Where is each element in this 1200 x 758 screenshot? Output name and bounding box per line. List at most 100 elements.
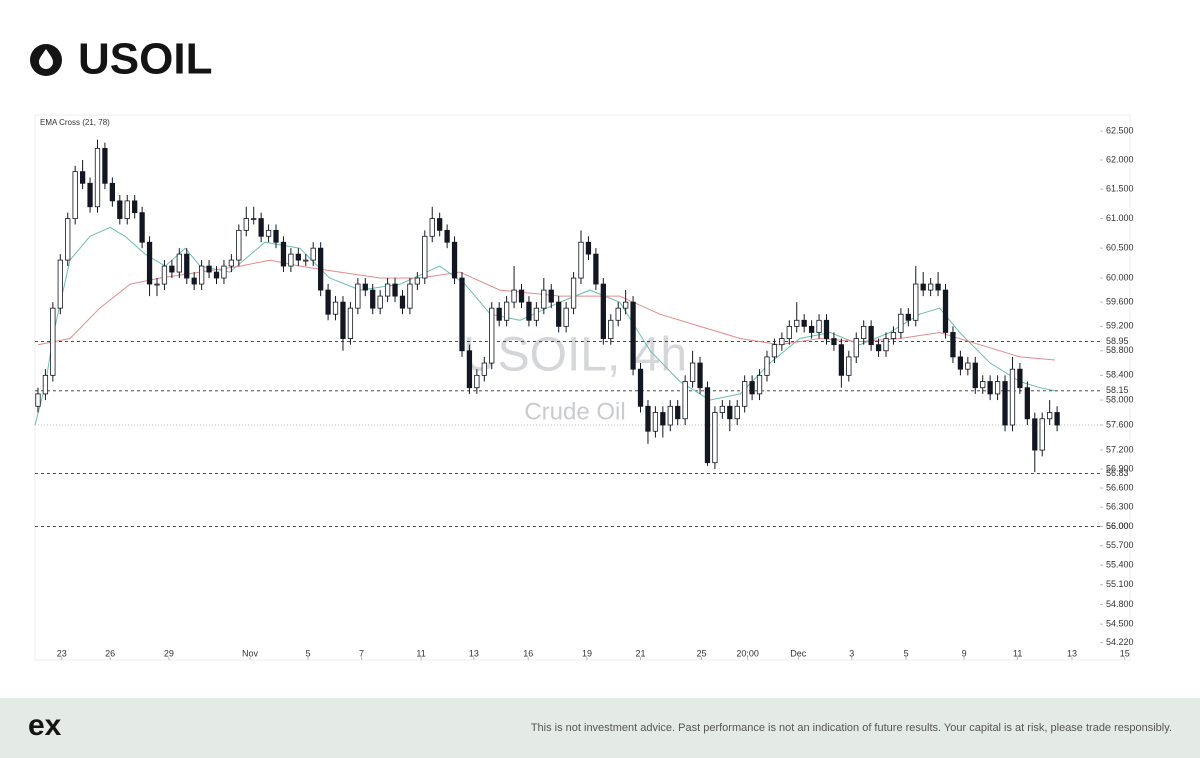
y-tick-label: 57.600 bbox=[1106, 419, 1134, 429]
candle-body bbox=[987, 381, 993, 395]
candle-body bbox=[816, 319, 822, 333]
candle-body bbox=[243, 218, 249, 231]
indicator-label: EMA Cross (21, 78) bbox=[40, 118, 110, 127]
candle-body bbox=[355, 283, 361, 309]
x-tick-label: 29 bbox=[164, 648, 174, 658]
candle-body bbox=[57, 259, 63, 309]
candle-body bbox=[429, 218, 435, 237]
candle-body bbox=[838, 344, 845, 376]
candle-body bbox=[756, 374, 763, 395]
candle-body bbox=[459, 277, 465, 352]
candle-body bbox=[518, 289, 525, 303]
y-tick-label: 58.000 bbox=[1106, 394, 1134, 404]
candle-body bbox=[563, 307, 569, 327]
candle-body bbox=[265, 229, 272, 237]
disclaimer: This is not investment advice. Past perf… bbox=[531, 722, 1172, 734]
candle-body bbox=[675, 405, 681, 420]
candle-body bbox=[667, 405, 673, 426]
candle-body bbox=[868, 325, 874, 346]
candle-body bbox=[875, 344, 882, 352]
y-tick-label: 55.100 bbox=[1106, 579, 1134, 589]
x-tick-label: Nov bbox=[242, 648, 259, 658]
x-tick-label: 19 bbox=[582, 648, 592, 658]
candle-body bbox=[503, 301, 510, 321]
candle-body bbox=[198, 265, 205, 285]
y-tick-label: 55.400 bbox=[1106, 560, 1134, 570]
candle-body bbox=[1017, 368, 1023, 389]
candle-body bbox=[94, 148, 101, 208]
candle-body bbox=[437, 218, 443, 231]
candle-body bbox=[273, 229, 279, 243]
y-tick-label: 56.600 bbox=[1106, 482, 1134, 492]
candle-body bbox=[87, 182, 93, 208]
candle-body bbox=[727, 405, 733, 420]
candle-body bbox=[102, 148, 108, 184]
candle-body bbox=[154, 283, 160, 286]
watermark-symbol: USOIL, 4h bbox=[463, 329, 687, 382]
candle-body bbox=[548, 289, 554, 303]
y-tick-label: 56.000 bbox=[1106, 521, 1134, 531]
x-tick-label: 11 bbox=[416, 648, 425, 658]
candle-body bbox=[213, 271, 220, 279]
candle-body bbox=[712, 412, 718, 464]
candle-body bbox=[928, 283, 934, 291]
x-tick-label: 5 bbox=[904, 648, 909, 658]
candle-body bbox=[630, 301, 636, 370]
y-tick-label: 61.500 bbox=[1106, 184, 1134, 194]
candle-body bbox=[117, 200, 123, 219]
candle-body bbox=[689, 362, 696, 382]
x-tick-label: 7 bbox=[359, 648, 364, 658]
x-tick-label: 26 bbox=[105, 648, 115, 658]
candle-body bbox=[42, 374, 49, 395]
candle-body bbox=[466, 350, 473, 389]
candle-body bbox=[251, 218, 257, 220]
candle-body bbox=[280, 241, 287, 267]
x-tick-label: 23 bbox=[57, 648, 67, 658]
candle-body bbox=[474, 374, 480, 389]
candle-body bbox=[206, 265, 212, 273]
candle-body bbox=[414, 277, 420, 285]
y-tick-label: 60.500 bbox=[1106, 243, 1134, 253]
candle-body bbox=[236, 229, 242, 261]
candle-body bbox=[942, 289, 949, 333]
candle-body bbox=[1032, 418, 1038, 451]
x-tick-label: 20:00 bbox=[736, 648, 759, 658]
level-label: 56.83 bbox=[1106, 468, 1129, 478]
candle-body bbox=[846, 356, 852, 376]
candle-body bbox=[384, 283, 391, 297]
candle-body bbox=[585, 241, 592, 255]
candle-body bbox=[303, 259, 309, 262]
x-tick-label: 13 bbox=[1067, 648, 1077, 658]
candle-body bbox=[957, 356, 964, 370]
candle-body bbox=[50, 307, 56, 376]
candle-body bbox=[794, 319, 800, 327]
candle-body bbox=[451, 241, 458, 279]
candle-body bbox=[288, 253, 294, 267]
candle-body bbox=[779, 338, 785, 346]
candle-body bbox=[422, 235, 428, 279]
level-label: 58.15 bbox=[1106, 385, 1129, 395]
candle-body bbox=[719, 405, 725, 413]
candle-body bbox=[407, 283, 413, 309]
candle-body bbox=[109, 182, 115, 202]
candle-body bbox=[176, 253, 182, 273]
candle-body bbox=[1054, 412, 1060, 426]
candle-body bbox=[623, 301, 629, 309]
candle-body bbox=[1039, 418, 1045, 451]
candle-body bbox=[310, 247, 316, 261]
candle-body bbox=[1024, 387, 1030, 420]
y-tick-label: 59.600 bbox=[1106, 297, 1134, 307]
candle-body bbox=[72, 171, 78, 219]
candle-body bbox=[526, 301, 532, 321]
candle-body bbox=[965, 362, 971, 370]
candle-body bbox=[742, 381, 748, 407]
candle-body bbox=[65, 218, 71, 261]
y-tick-label: 54.500 bbox=[1106, 619, 1134, 629]
page-title: USOIL bbox=[78, 35, 212, 84]
candle-body bbox=[808, 325, 815, 333]
candle-body bbox=[161, 265, 168, 285]
candle-body bbox=[228, 259, 235, 267]
candle-body bbox=[853, 338, 859, 358]
candle-body bbox=[511, 289, 517, 303]
